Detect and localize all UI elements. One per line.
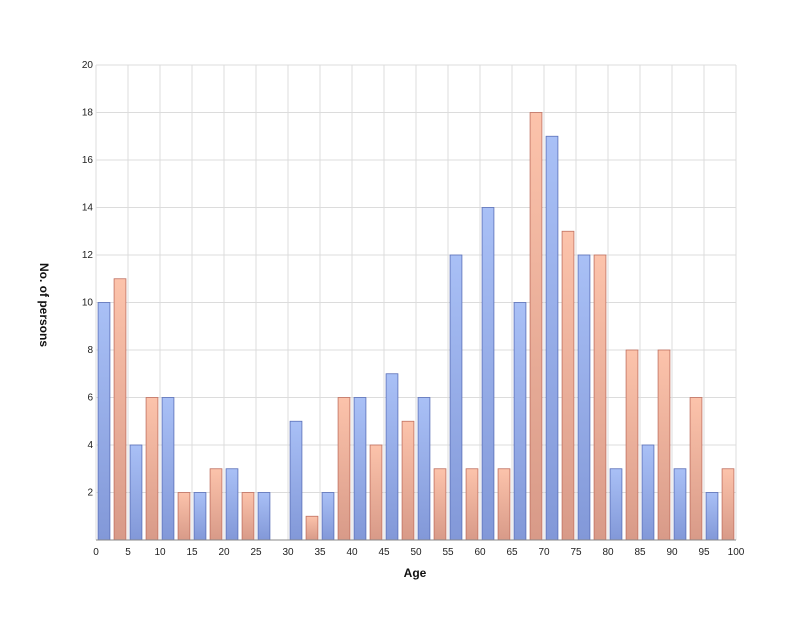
bar-series-2	[401, 420, 415, 541]
x-tick-label: 65	[506, 547, 518, 558]
bar-series-2	[465, 468, 479, 541]
y-tick-label: 16	[82, 155, 94, 166]
x-tick-label: 40	[346, 547, 358, 558]
x-tick-label: 45	[378, 547, 390, 558]
bar-series-1	[129, 444, 143, 541]
bar-series-1	[385, 373, 399, 541]
bar-series-1	[193, 492, 207, 541]
bar-series-2	[113, 278, 127, 541]
y-axis-title: No. of persons	[37, 263, 51, 347]
bar-series-1	[513, 302, 527, 541]
bar-series-2	[561, 230, 575, 541]
x-tick-label: 85	[634, 547, 646, 558]
bar-series-2	[689, 397, 703, 541]
x-tick-label: 100	[728, 547, 745, 558]
y-tick-label: 6	[87, 393, 93, 404]
bar-series-2	[721, 468, 735, 541]
bar-series-2	[497, 468, 511, 541]
y-tick-label: 14	[82, 203, 94, 214]
bar-series-2	[433, 468, 447, 541]
bar-series-1	[609, 468, 623, 541]
axes: 0 5 10 15 20 25 30 35 40 45 50 55 60 65 70 75 80 85 90 95 10…	[82, 60, 745, 558]
bar-series-1	[321, 492, 335, 541]
x-tick-label: 60	[474, 547, 486, 558]
bar-series-1	[705, 492, 719, 541]
bar-series-1	[481, 207, 495, 541]
x-tick-label: 25	[250, 547, 262, 558]
bar-series-2	[177, 492, 191, 541]
bar-series-2	[369, 444, 383, 541]
y-tick-label: 2	[87, 488, 93, 499]
x-tick-label: 50	[410, 547, 422, 558]
bar-series-1	[417, 397, 431, 541]
x-tick-label: 80	[602, 547, 614, 558]
y-tick-label: 12	[82, 250, 94, 261]
y-tick-label: 10	[82, 298, 94, 309]
bar-series-1	[641, 444, 655, 541]
bar-series-2	[625, 349, 639, 541]
bar-series-1	[257, 492, 271, 541]
bar-series-1	[673, 468, 687, 541]
y-tick-label: 18	[82, 108, 94, 119]
x-tick-label: 90	[666, 547, 678, 558]
bars	[97, 112, 735, 541]
bar-series-1	[225, 468, 239, 541]
bar-series-1	[97, 302, 111, 541]
x-tick-label: 95	[698, 547, 710, 558]
bar-series-2	[241, 492, 255, 541]
x-tick-label: 5	[125, 547, 131, 558]
x-tick-label: 10	[154, 547, 166, 558]
x-tick-label: 70	[538, 547, 550, 558]
bar-series-2	[305, 515, 319, 541]
x-axis-title: Age	[404, 566, 427, 580]
y-tick-label: 8	[87, 345, 93, 356]
bar-series-2	[657, 349, 671, 541]
x-tick-label: 30	[282, 547, 294, 558]
x-tick-label: 20	[218, 547, 230, 558]
x-tick-label: 15	[186, 547, 198, 558]
bar-series-2	[593, 254, 607, 541]
bar-series-1	[161, 397, 175, 541]
bar-series-1	[449, 254, 463, 541]
bar-series-2	[145, 397, 159, 541]
x-tick-label: 75	[570, 547, 582, 558]
bar-series-1	[577, 254, 591, 541]
grid	[95, 64, 737, 540]
bar-series-2	[529, 112, 543, 541]
x-tick-label: 0	[93, 547, 99, 558]
y-tick-label: 20	[82, 60, 94, 71]
bar-series-1	[289, 420, 303, 541]
bar-series-2	[209, 468, 223, 541]
bar-series-2	[337, 397, 351, 541]
x-tick-label: 55	[442, 547, 454, 558]
y-tick-label: 4	[87, 440, 93, 451]
bar-series-1	[545, 135, 559, 541]
x-tick-label: 35	[314, 547, 326, 558]
bar-series-1	[353, 397, 367, 541]
